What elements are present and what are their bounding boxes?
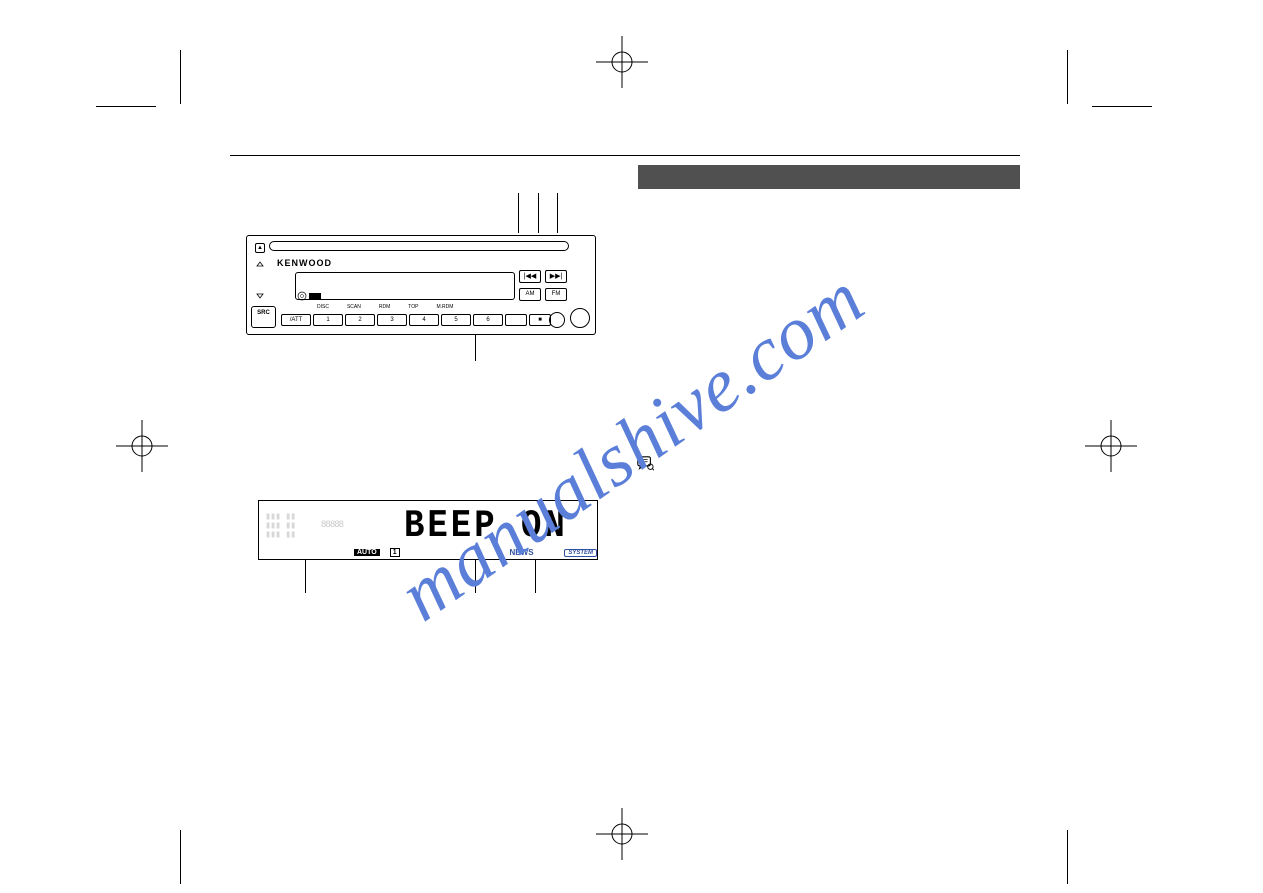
crop-mark xyxy=(96,106,156,107)
lcd-indicators: AUTO 1 NEWS SYSTEM xyxy=(259,548,597,557)
mode-indicator: 1 xyxy=(390,548,400,557)
crop-mark xyxy=(1067,50,1068,104)
cd-slot xyxy=(269,241,569,251)
lcd-panel xyxy=(295,272,515,300)
crop-mark xyxy=(1092,106,1152,107)
preset-button: 6 xyxy=(473,314,503,326)
func-label: SCAN xyxy=(347,304,361,310)
lcd-body: ▮▮▮ ▮▮▮▮▮ ▮▮▮▮▮ ▮▮ 88888 BEEP ON AUTO 1 … xyxy=(258,500,598,560)
eject-button: ▲ xyxy=(255,243,265,253)
registration-mark xyxy=(596,36,648,88)
preset-buttons: /ATT 1 2 3 4 5 6 ■ xyxy=(281,314,551,326)
stereo-illustration: ▲ KENWOOD |◀◀ ▶▶| AM FM SRC DISC SCAN RD xyxy=(246,215,596,345)
crop-mark xyxy=(180,830,181,884)
brand-label: KENWOOD xyxy=(277,258,332,268)
func-label: DISC xyxy=(317,304,329,310)
preset-button: /ATT xyxy=(281,314,311,326)
preset-button: 5 xyxy=(441,314,471,326)
preset-button xyxy=(505,314,527,326)
function-labels: DISC SCAN RDM TOP M.RDM xyxy=(317,304,453,310)
func-label: M.RDM xyxy=(436,304,453,310)
header-divider xyxy=(230,155,1020,156)
seek-back-button: |◀◀ xyxy=(519,270,541,283)
crop-mark xyxy=(1067,830,1068,884)
nav-arrows-icon xyxy=(253,260,267,300)
func-label: TOP xyxy=(408,304,418,310)
preset-button: 2 xyxy=(345,314,375,326)
aux-button xyxy=(549,312,565,328)
crop-mark xyxy=(180,50,181,104)
news-indicator: NEWS xyxy=(510,548,534,557)
volume-knob xyxy=(570,308,590,328)
lcd-display-zoom: ▮▮▮ ▮▮▮▮▮ ▮▮▮▮▮ ▮▮ 88888 BEEP ON AUTO 1 … xyxy=(258,500,598,580)
func-label: RDM xyxy=(379,304,390,310)
preset-button: 1 xyxy=(313,314,343,326)
stereo-faceplate: ▲ KENWOOD |◀◀ ▶▶| AM FM SRC DISC SCAN RD xyxy=(246,235,596,335)
preset-button: 3 xyxy=(377,314,407,326)
seek-forward-button: ▶▶| xyxy=(545,270,567,283)
registration-mark xyxy=(116,420,168,472)
system-indicator: SYSTEM xyxy=(564,549,597,557)
lcd-main-text: BEEP ON xyxy=(404,505,568,549)
auto-indicator: AUTO xyxy=(354,549,380,556)
registration-mark xyxy=(596,808,648,860)
note-icon xyxy=(636,455,654,471)
am-button: AM xyxy=(519,288,541,301)
preset-button: 4 xyxy=(409,314,439,326)
fm-button: FM xyxy=(545,288,567,301)
header-banner xyxy=(638,165,1020,189)
src-button: SRC xyxy=(251,306,276,328)
registration-mark xyxy=(1085,420,1137,472)
preset-button: ■ xyxy=(529,314,551,326)
